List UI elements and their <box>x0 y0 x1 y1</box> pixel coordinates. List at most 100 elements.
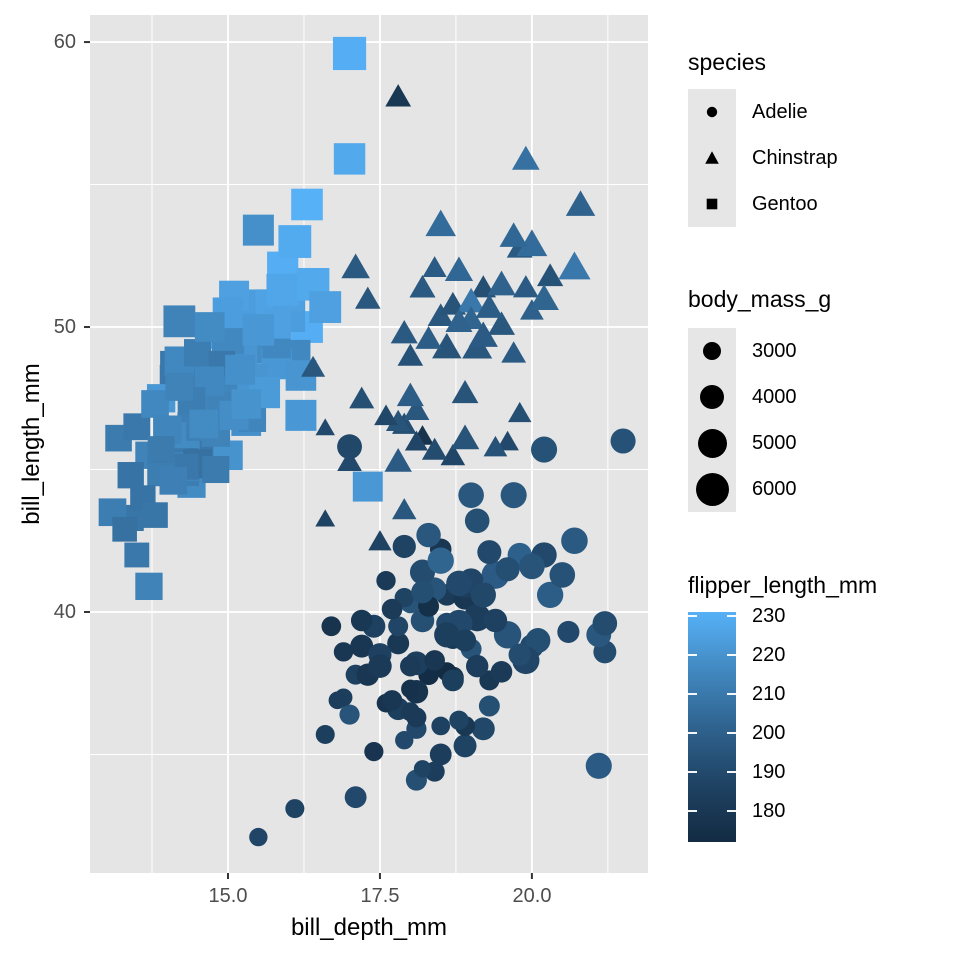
colorbar-tick-220-right <box>727 654 736 656</box>
species-legend-title: species <box>688 49 766 75</box>
colorbar-tick-210-right <box>727 693 736 695</box>
species-key-chinstrap <box>688 135 736 181</box>
data-point-gentoo <box>194 312 225 342</box>
data-point-chinstrap <box>496 430 519 451</box>
y-axis-title: bill_length_mm <box>18 363 45 525</box>
size-label-5000: 5000 <box>752 432 797 454</box>
data-point-adelie <box>525 628 551 653</box>
data-point-adelie <box>368 654 392 678</box>
data-point-adelie <box>315 724 335 745</box>
data-point-adelie <box>381 690 403 711</box>
data-point-gentoo <box>165 372 194 401</box>
data-point-gentoo <box>163 305 196 338</box>
data-point-adelie <box>500 482 527 509</box>
data-point-chinstrap <box>337 449 362 471</box>
data-point-adelie <box>337 434 362 460</box>
data-point-adelie <box>364 742 384 762</box>
data-point-chinstrap <box>392 498 417 520</box>
species-key-gentoo <box>688 181 736 227</box>
x-tick-label-15: 15.0 <box>208 885 248 907</box>
colorbar-tick-200-right <box>727 732 736 734</box>
data-point-gentoo <box>141 390 169 418</box>
data-point-adelie <box>561 527 588 555</box>
data-point-chinstrap <box>390 319 418 344</box>
data-point-gentoo <box>184 339 212 367</box>
data-point-chinstrap <box>385 84 412 107</box>
data-point-chinstrap <box>508 401 532 423</box>
data-point-adelie <box>446 570 472 597</box>
data-point-chinstrap <box>529 284 559 310</box>
data-point-chinstrap <box>425 209 457 237</box>
data-point-gentoo <box>231 389 261 419</box>
data-point-adelie <box>477 540 502 565</box>
size-label-3000: 3000 <box>752 340 797 362</box>
data-point-gentoo <box>142 502 168 528</box>
data-point-adelie <box>453 629 477 652</box>
data-point-adelie <box>400 655 421 677</box>
data-point-chinstrap <box>421 437 448 460</box>
data-point-gentoo <box>225 354 256 385</box>
data-point-adelie <box>610 428 636 454</box>
data-point-gentoo <box>202 455 230 484</box>
data-point-adelie <box>427 547 454 574</box>
data-point-adelie <box>328 691 347 710</box>
data-point-adelie <box>483 608 508 633</box>
data-point-adelie <box>411 580 434 604</box>
x-tick-label-20: 20.0 <box>512 885 552 907</box>
data-point-chinstrap <box>512 275 539 298</box>
data-point-gentoo <box>278 225 312 258</box>
data-point-adelie <box>441 669 464 692</box>
species-key-adelie <box>688 89 736 135</box>
data-point-gentoo <box>242 214 274 246</box>
data-point-adelie <box>406 707 427 728</box>
data-point-adelie <box>401 679 420 699</box>
data-point-adelie <box>285 799 305 819</box>
circle-glyph-icon <box>706 106 718 118</box>
size-legend-title: body_mass_g <box>688 286 832 312</box>
data-point-adelie <box>339 704 360 725</box>
data-point-adelie <box>495 557 520 582</box>
series-chinstrap <box>301 84 596 551</box>
data-point-chinstrap <box>374 404 398 426</box>
data-point-adelie <box>478 695 500 717</box>
colorbar-label-230: 230 <box>752 605 786 627</box>
data-point-adelie <box>519 553 545 580</box>
size-dot-4000 <box>700 385 724 409</box>
colorbar-gradient <box>688 612 736 842</box>
data-point-chinstrap <box>354 286 381 309</box>
x-tick-label-17-5: 17.5 <box>360 885 400 907</box>
axis-tick-marks <box>84 41 533 879</box>
data-point-adelie <box>592 611 618 636</box>
triangle-glyph-icon <box>705 151 719 164</box>
data-point-adelie <box>392 534 416 559</box>
data-point-adelie <box>321 616 342 637</box>
data-point-gentoo <box>117 462 144 489</box>
y-tick-label-50: 50 <box>53 316 76 338</box>
data-point-gentoo <box>285 399 317 431</box>
data-point-gentoo <box>112 517 137 542</box>
data-point-adelie <box>350 634 374 658</box>
data-point-chinstrap <box>403 397 430 421</box>
colorbar-label-200: 200 <box>752 722 786 744</box>
square-glyph-icon <box>706 198 718 210</box>
data-point-gentoo <box>352 471 383 502</box>
data-point-chinstrap <box>385 409 411 431</box>
x-axis-title: bill_depth_mm <box>290 914 448 941</box>
y-tick-label-40: 40 <box>53 601 76 623</box>
data-point-chinstrap <box>565 190 596 216</box>
data-point-gentoo <box>266 273 299 307</box>
data-point-chinstrap <box>487 311 516 335</box>
data-point-chinstrap <box>384 448 412 472</box>
data-point-chinstrap <box>537 263 564 287</box>
size-label-4000: 4000 <box>752 386 797 408</box>
species-label-chinstrap: Chinstrap <box>752 147 838 169</box>
colorbar-label-180: 180 <box>752 800 786 822</box>
colorbar-tick-220-left <box>688 654 697 656</box>
size-dot-3000 <box>703 342 721 360</box>
data-point-chinstrap <box>456 287 486 313</box>
data-point-adelie <box>376 570 396 591</box>
size-key-4000 <box>688 374 736 420</box>
data-point-gentoo <box>147 436 175 463</box>
